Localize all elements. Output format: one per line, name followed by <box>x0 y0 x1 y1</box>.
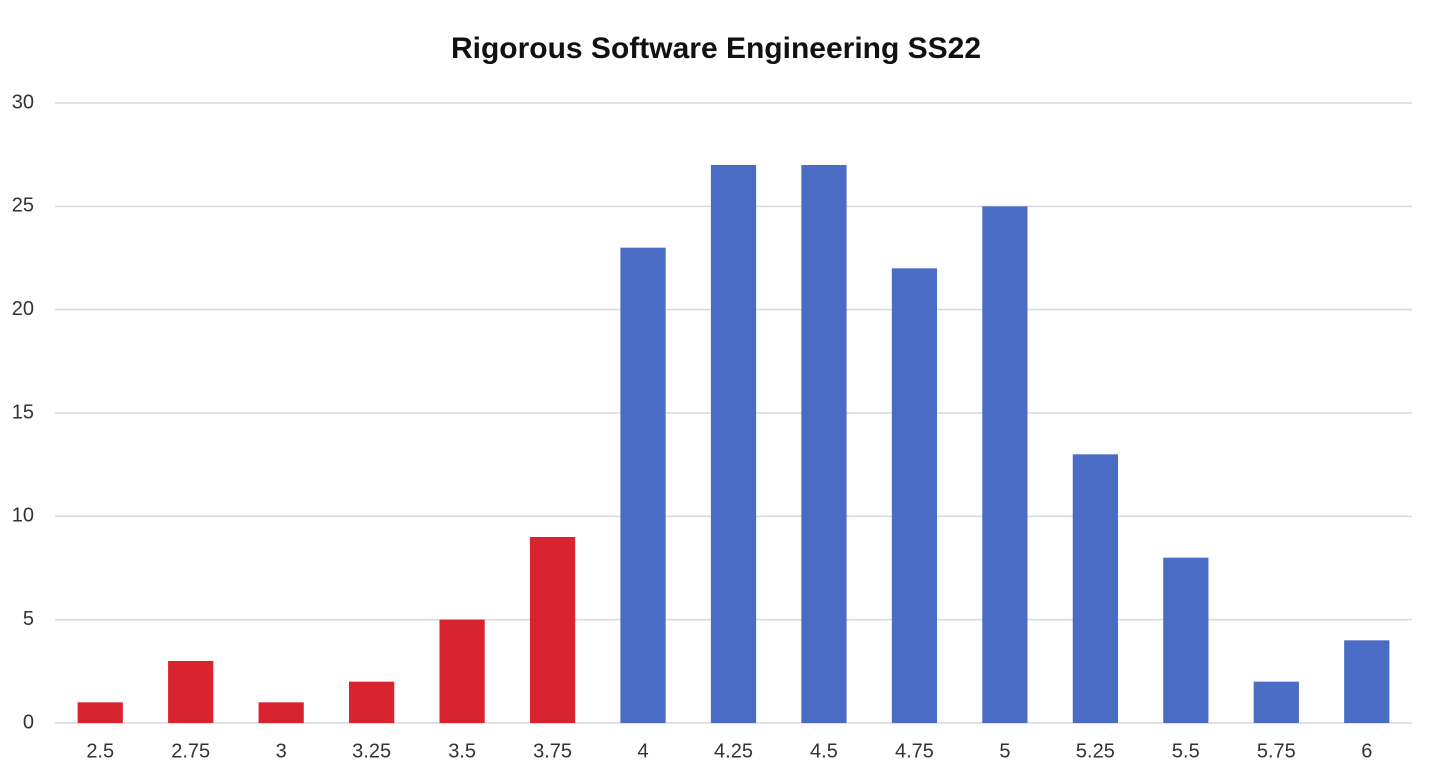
y-tick-label: 10 <box>12 505 34 527</box>
bar <box>891 268 938 723</box>
x-tick-label: 3.5 <box>448 740 476 762</box>
bar <box>349 681 395 723</box>
bar <box>529 537 576 723</box>
x-tick-label: 2.5 <box>86 740 114 762</box>
x-tick-label: 4.75 <box>895 740 934 762</box>
bar <box>801 165 847 723</box>
x-tick-label: 3.75 <box>533 740 572 762</box>
y-tick-label: 0 <box>23 711 34 733</box>
x-tick-label: 5.5 <box>1172 740 1200 762</box>
x-tick-label: 5 <box>999 740 1010 762</box>
x-tick-label: 4.5 <box>810 740 838 762</box>
bar <box>1072 454 1118 723</box>
bar <box>710 165 757 723</box>
x-tick-label: 5.75 <box>1257 740 1296 762</box>
bar <box>620 247 666 723</box>
y-tick-label: 5 <box>23 608 34 630</box>
bar <box>168 661 214 723</box>
bar <box>258 702 304 723</box>
x-tick-label: 4 <box>637 740 648 762</box>
bar <box>982 206 1028 724</box>
bar <box>77 702 123 723</box>
y-tick-label: 30 <box>12 91 34 113</box>
x-tick-label: 3.25 <box>352 740 391 762</box>
chart-title: Rigorous Software Engineering SS22 <box>451 32 981 65</box>
x-tick-label: 3 <box>276 740 287 762</box>
x-tick-label: 4.25 <box>714 740 753 762</box>
x-tick-label: 6 <box>1361 740 1372 762</box>
y-tick-label: 20 <box>12 298 34 320</box>
y-tick-label: 15 <box>12 401 34 423</box>
x-tick-label: 5.25 <box>1076 740 1115 762</box>
bar <box>439 619 485 723</box>
x-tick-label: 2.75 <box>171 740 210 762</box>
bar <box>1344 640 1390 723</box>
bar <box>1163 557 1209 723</box>
y-tick-label: 25 <box>12 195 34 217</box>
bar <box>1253 681 1299 723</box>
